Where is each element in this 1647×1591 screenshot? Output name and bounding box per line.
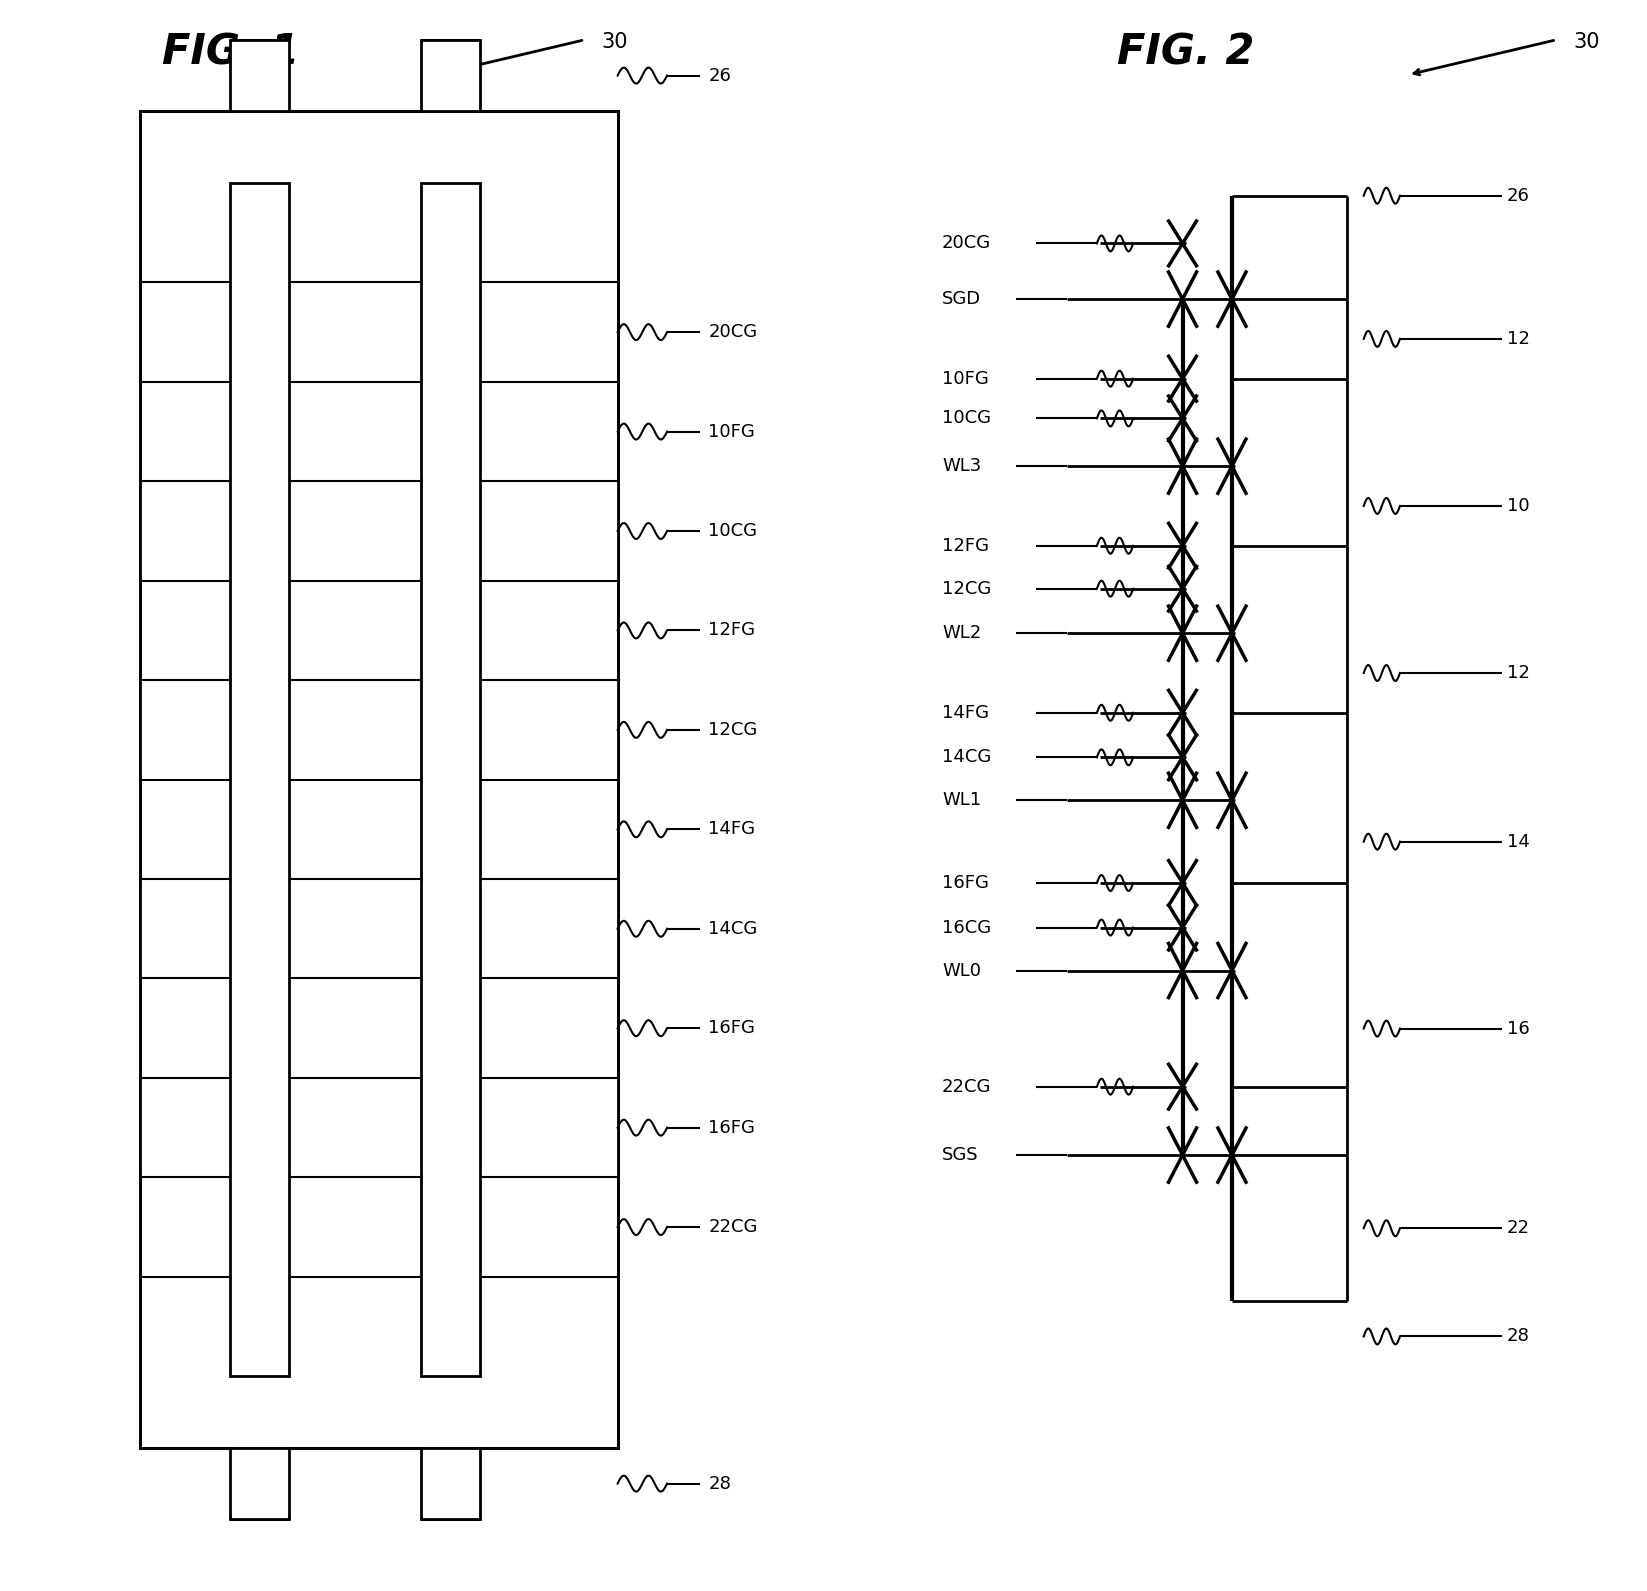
Text: WL2: WL2 — [942, 624, 982, 643]
Bar — [290, 878, 422, 978]
Text: 16FG: 16FG — [708, 1020, 754, 1037]
Text: 10: 10 — [1507, 496, 1530, 515]
Bar — [481, 482, 618, 581]
Bar — [422, 183, 481, 1376]
Text: FIG. 2: FIG. 2 — [1117, 32, 1255, 73]
Bar — [290, 1079, 422, 1177]
Text: 12FG: 12FG — [708, 622, 756, 640]
Text: 14CG: 14CG — [942, 748, 991, 767]
Text: WL1: WL1 — [942, 791, 982, 810]
Bar — [290, 681, 422, 780]
Text: 26: 26 — [1507, 186, 1530, 205]
Bar — [481, 878, 618, 978]
Text: 16: 16 — [1507, 1020, 1530, 1037]
Text: 28: 28 — [708, 1475, 731, 1492]
Text: 14FG: 14FG — [942, 703, 990, 722]
Text: 10FG: 10FG — [942, 369, 988, 388]
Text: 30: 30 — [1573, 32, 1599, 53]
Bar — [481, 681, 618, 780]
Text: SGS: SGS — [942, 1146, 978, 1165]
Text: 16CG: 16CG — [942, 918, 991, 937]
Text: 22CG: 22CG — [942, 1077, 991, 1096]
Bar — [481, 1079, 618, 1177]
Text: 20CG: 20CG — [708, 323, 758, 340]
Text: 12CG: 12CG — [942, 579, 991, 598]
Text: WL3: WL3 — [942, 457, 982, 476]
Text: 12: 12 — [1507, 663, 1530, 683]
Bar — [140, 1079, 231, 1177]
Text: 14: 14 — [1507, 832, 1530, 851]
Text: 14CG: 14CG — [708, 920, 758, 937]
Bar — [290, 482, 422, 581]
Bar — [422, 1448, 481, 1519]
Text: 10CG: 10CG — [942, 409, 991, 428]
Text: 16FG: 16FG — [708, 1118, 754, 1136]
Bar — [140, 111, 618, 1448]
Text: 16FG: 16FG — [942, 873, 988, 893]
Text: 10FG: 10FG — [708, 423, 754, 441]
Text: 12: 12 — [1507, 329, 1530, 348]
Bar — [140, 482, 231, 581]
Bar — [140, 878, 231, 978]
Text: 30: 30 — [601, 32, 628, 53]
Bar — [422, 40, 481, 111]
Bar — [231, 40, 290, 111]
Text: 14FG: 14FG — [708, 821, 756, 838]
Bar — [231, 183, 290, 1376]
Bar — [140, 681, 231, 780]
Text: 22CG: 22CG — [708, 1219, 758, 1236]
Text: 28: 28 — [1507, 1327, 1530, 1346]
Bar — [140, 111, 618, 1448]
Text: SGD: SGD — [942, 290, 982, 309]
Bar — [231, 1448, 290, 1519]
Text: 10CG: 10CG — [708, 522, 758, 539]
Text: 26: 26 — [708, 67, 731, 84]
Text: 12FG: 12FG — [942, 536, 990, 555]
Text: 20CG: 20CG — [942, 234, 991, 253]
Text: 12CG: 12CG — [708, 721, 758, 738]
Text: WL0: WL0 — [942, 961, 982, 980]
Text: 22: 22 — [1507, 1219, 1530, 1238]
Text: FIG. 1: FIG. 1 — [161, 32, 300, 73]
